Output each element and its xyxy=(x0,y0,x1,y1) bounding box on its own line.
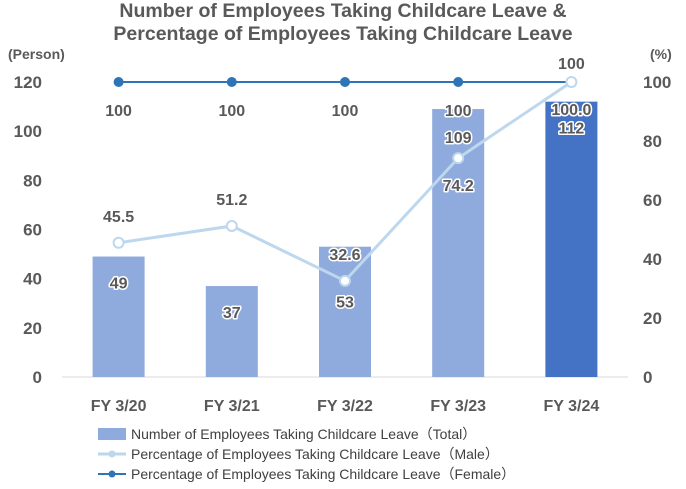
legend-marker-female xyxy=(108,470,116,478)
y-tick-right: 80 xyxy=(643,132,662,151)
legend-swatch-bar xyxy=(98,428,126,440)
data-label-bar: 53 xyxy=(336,295,354,312)
data-label-male: 51.2 xyxy=(216,192,247,209)
y-tick-left: 0 xyxy=(33,368,42,387)
y-tick-right: 100 xyxy=(643,73,671,92)
data-label-male: 74.2 xyxy=(443,178,474,195)
point-female xyxy=(226,77,237,87)
data-label-female: 100 xyxy=(332,103,359,120)
legend: Number of Employees Taking Childcare Lea… xyxy=(98,426,515,482)
x-tick-label: FY 3/20 xyxy=(91,398,147,415)
chart-title-line-2: Percentage of Employees Taking Childcare… xyxy=(113,23,573,45)
x-tick-label: FY 3/22 xyxy=(317,398,373,415)
point-male xyxy=(565,76,578,88)
x-tick-label: FY 3/23 xyxy=(430,398,486,415)
y-tick-right: 0 xyxy=(643,368,652,387)
point-female xyxy=(113,77,124,87)
chart-title-line-1: Number of Employees Taking Childcare Lea… xyxy=(119,0,567,22)
bar-total xyxy=(319,246,371,377)
legend-marker-male xyxy=(108,450,116,458)
y-tick-left: 40 xyxy=(23,270,42,289)
y-axis-label-right: (%) xyxy=(650,46,672,62)
data-label-female: 100 xyxy=(105,103,132,120)
point-male xyxy=(339,274,351,287)
bar-total xyxy=(432,109,485,378)
data-label-male: 32.6 xyxy=(329,247,360,264)
data-label-bar: 37 xyxy=(223,305,241,322)
data-label-male: 100.0 xyxy=(551,102,591,119)
legend-label-total: Number of Employees Taking Childcare Lea… xyxy=(131,426,476,442)
data-label-female: 100 xyxy=(218,103,245,120)
y-tick-left: 120 xyxy=(14,73,42,92)
legend-label-female: Percentage of Employees Taking Childcare… xyxy=(131,466,515,482)
data-label-female: 100 xyxy=(558,56,585,73)
y-tick-left: 80 xyxy=(23,171,42,190)
data-label-bar: 109 xyxy=(445,130,472,147)
y-tick-left: 100 xyxy=(14,122,42,141)
y-tick-right: 60 xyxy=(643,191,662,210)
point-female xyxy=(340,77,350,87)
data-label-bar: 112 xyxy=(558,121,584,138)
y-tick-left: 20 xyxy=(23,319,42,338)
data-label-male: 45.5 xyxy=(103,209,134,226)
bar-total xyxy=(92,256,145,377)
bar-total xyxy=(205,286,258,377)
y-axis-label-left: (Person) xyxy=(8,46,65,62)
y-tick-right: 40 xyxy=(643,250,662,269)
point-female xyxy=(453,77,464,87)
x-tick-label: FY 3/21 xyxy=(204,398,260,415)
point-male xyxy=(452,152,465,165)
point-male xyxy=(225,219,238,232)
data-label-bar: 49 xyxy=(110,276,128,293)
x-tick-label: FY 3/24 xyxy=(544,398,600,415)
point-male xyxy=(112,236,125,249)
legend-label-male: Percentage of Employees Taking Childcare… xyxy=(131,446,499,462)
bar-total xyxy=(545,101,598,378)
y-tick-right: 20 xyxy=(643,309,662,328)
data-label-female: 100 xyxy=(445,103,472,120)
y-tick-left: 60 xyxy=(23,221,42,240)
